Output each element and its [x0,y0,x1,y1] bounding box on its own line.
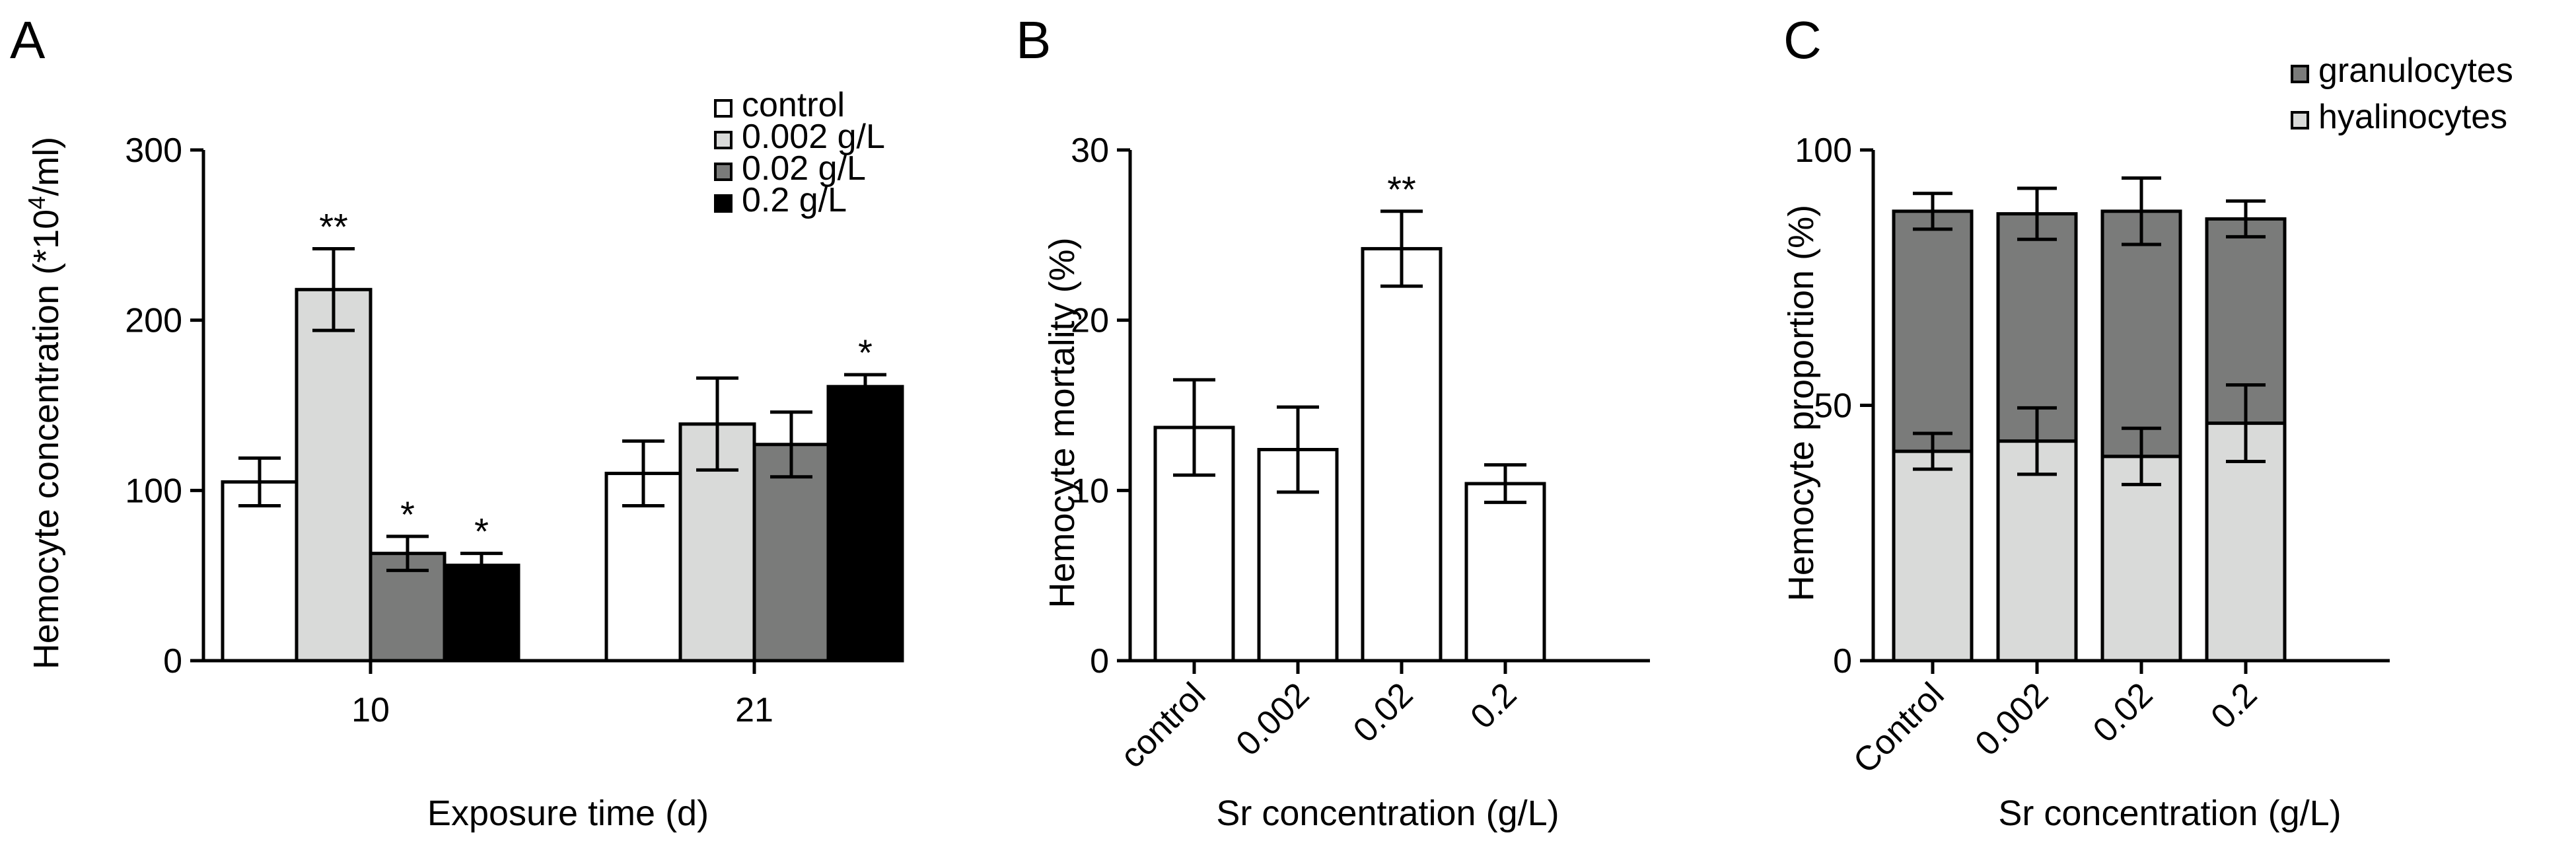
significance-label: * [400,494,415,535]
bar-granulocytes [1996,212,2078,443]
significance-label: ** [319,205,348,247]
legend-swatch [714,194,733,213]
bar [1361,246,1443,663]
bar-granulocytes [2100,209,2182,459]
panel-b: B 0 10 20 30 control 0.002 ** 0.02 0.2 Sr concen… [1016,11,1650,833]
y-tick-label-c: 0 [1833,642,1852,680]
significance-label: * [474,511,489,552]
y-axis-title-a: Hemocyte concentration (*104/ml) [23,137,66,669]
y-axis-title-a-main: Hemocyte concentration (*10 [26,209,66,669]
bar [295,287,373,663]
x-tick-label-b: 0.2 [1463,675,1524,736]
y-tick-label-b: 30 [1071,131,1109,170]
x-axis-title-a: Exposure time (d) [427,793,709,833]
y-axis-title-b: Hemocyte mortality (%) [1042,237,1082,608]
x-tick-label-b: control [1113,675,1213,775]
legend-swatch [714,131,733,149]
legend-swatch [2291,111,2309,129]
legend-label: 0.002 g/L [742,118,885,156]
bar [443,564,520,663]
panel-c: C 0 50 100 Control 0.002 0.02 0.2 granulocytes h… [1781,11,2513,833]
y-tick-label-a: 0 [163,642,182,680]
legend-swatch [714,163,733,181]
legend-label: control [742,86,845,124]
x-tick-label-c: Control [1846,675,1952,781]
bar [826,385,904,663]
bar [1464,482,1546,663]
y-tick-label-b: 20 [1071,302,1109,340]
x-tick-label-b: 0.02 [1346,675,1421,750]
y-tick-label-a: 200 [125,302,182,340]
y-tick-label-c: 50 [1814,387,1852,425]
bar [752,443,830,663]
x-tick-label-a: 21 [735,691,773,729]
panel-label-b: B [1016,11,1051,69]
legend-label: hyalinocytes [2318,98,2507,136]
significance-label: ** [1387,168,1416,210]
y-tick-label-a: 300 [125,131,182,170]
bar-granulocytes [1892,209,1974,453]
y-tick-label-b: 10 [1071,472,1109,510]
legend-label: granulocytes [2318,52,2513,90]
x-axis-title-c: Sr concentration (g/L) [1998,793,2341,833]
bar-hyalinocytes [2100,455,2182,663]
x-tick-label-a: 10 [351,691,390,729]
x-axis-title-b: Sr concentration (g/L) [1216,793,1559,833]
y-axis-title-a-end: /ml) [26,137,66,196]
panel-label-a: A [10,11,46,69]
x-tick-label-c: 0.02 [2086,675,2161,750]
y-tick-label-a: 100 [125,472,182,510]
y-axis-title-a-sup: 4 [23,196,50,209]
legend-swatch [714,99,733,118]
legend-label: 0.2 g/L [742,181,847,219]
significance-label: * [858,332,873,373]
bar-hyalinocytes [1892,449,1974,663]
bar [221,480,299,663]
bar [678,422,756,663]
y-axis-title-c: Hemocyte proportion (%) [1781,205,1821,601]
y-tick-label-b: 0 [1090,642,1109,680]
legend-label: 0.02 g/L [742,149,866,188]
y-tick-label-c: 100 [1795,131,1852,170]
x-tick-label-c: 0.2 [2203,675,2264,736]
bar-hyalinocytes [1996,439,2078,663]
legend-swatch [2291,65,2309,83]
x-tick-label-c: 0.002 [1968,675,2056,763]
x-tick-label-b: 0.002 [1229,675,1316,763]
panel-label-c: C [1783,11,1822,69]
